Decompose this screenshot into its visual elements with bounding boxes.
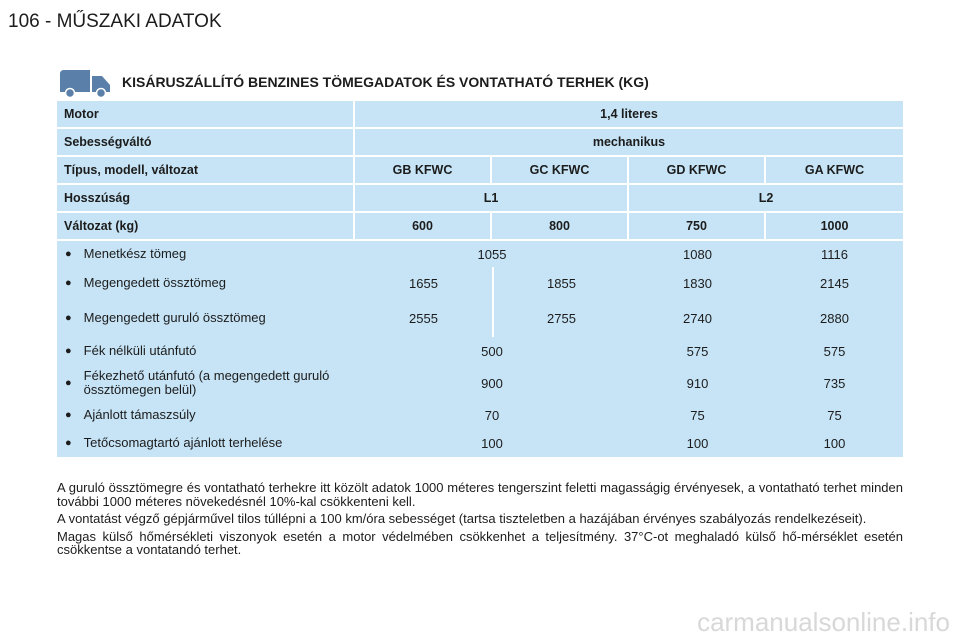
row-label: Hosszúság xyxy=(57,185,353,211)
value-cell: 2880 xyxy=(820,310,849,326)
notes: A guruló össztömegre és vontatható terhe… xyxy=(57,481,903,561)
watermark: carmanualsonline.info xyxy=(697,607,950,637)
bullet: ● xyxy=(65,437,72,449)
row-label: Sebességváltó xyxy=(57,129,353,155)
row-label: ● Megengedett össztömeg xyxy=(57,267,355,299)
header-cell: GA KFWC xyxy=(766,157,903,183)
header-cell: mechanikus xyxy=(355,129,903,155)
body-row: ● Megengedett össztömeg 1655 1855 1830 2145 xyxy=(57,267,903,299)
label-text: Fék nélküli utánfutó xyxy=(83,343,197,358)
value-cell: 1055 xyxy=(477,246,507,262)
header-cell: GC KFWC xyxy=(492,157,627,183)
value-cell: 910 xyxy=(686,375,709,391)
label-text: Fékezhető utánfutó (a megengedett guruló… xyxy=(83,368,330,397)
body-row: ● Fékezhető utánfutó (a megengedett gurul… xyxy=(57,365,903,401)
header-row: Típus, modell, változat GB KFWC GC KFWC GD … xyxy=(57,157,903,183)
row-label: ● Fékezhető utánfutó (a megengedett gurul… xyxy=(57,365,355,401)
table-body: ● Menetkész tömeg 1055 1080 1116 ● Megengedett… xyxy=(57,241,903,457)
label-text: Megengedett össztömeg xyxy=(83,275,227,290)
body-row: ● Fék nélküli utánfutó 500 575 575 xyxy=(57,337,903,365)
header-row: Változat (kg) 600 800 750 1000 xyxy=(57,213,903,239)
row-label: ● Megengedett guruló össztömeg xyxy=(57,299,355,337)
header-cell: 1000 xyxy=(766,213,903,239)
header-row: Hosszúság L1 L2 xyxy=(57,185,903,211)
value-cell: 900 xyxy=(481,375,503,391)
bullet: ● xyxy=(65,248,72,260)
label-text: Menetkész tömeg xyxy=(83,246,187,261)
value-cell: 500 xyxy=(481,343,503,359)
bullet: ● xyxy=(65,345,72,357)
body-row: ● Tetőcsomagtartó ajánlott terhelése 100 10… xyxy=(57,429,903,457)
value-cell: 75 xyxy=(827,407,842,423)
header-cell: 1,4 literes xyxy=(355,101,903,127)
row-label: ● Tetőcsomagtartó ajánlott terhelése xyxy=(57,429,355,457)
value-cell: 575 xyxy=(823,343,846,359)
van-icon xyxy=(60,70,110,98)
value-cell: 2740 xyxy=(683,310,712,326)
value-cell: 2145 xyxy=(820,275,849,291)
row-label: Típus, modell, változat xyxy=(57,157,353,183)
value-cell: 100 xyxy=(481,435,503,451)
label-text: Ajánlott támaszsúly xyxy=(83,407,196,422)
value-cell: 735 xyxy=(823,375,846,391)
header-cell: GB KFWC xyxy=(355,157,490,183)
value-cell: 1855 xyxy=(492,267,629,299)
bullet: ● xyxy=(65,377,72,389)
header-cell: 800 xyxy=(492,213,627,239)
header-cell: 750 xyxy=(629,213,764,239)
value-cell: 1080 xyxy=(683,246,712,262)
row-label: ● Ajánlott támaszsúly xyxy=(57,401,355,429)
value-cell: 2755 xyxy=(492,299,629,337)
value-cell: 1116 xyxy=(821,246,848,262)
value-cell: 1655 xyxy=(409,275,438,291)
value-cell: 100 xyxy=(686,435,709,451)
label-text: Megengedett guruló össztömeg xyxy=(83,310,266,325)
header-cell: L1 xyxy=(355,185,627,211)
note-paragraph: A vontatást végző gépjárművel tilos túll… xyxy=(57,511,867,526)
value-cell: 100 xyxy=(823,435,846,451)
label-text: Tetőcsomagtartó ajánlott terhelése xyxy=(83,435,283,450)
value-cell: 575 xyxy=(686,343,709,359)
header-cell: 600 xyxy=(355,213,490,239)
header-row: Motor 1,4 literes xyxy=(57,101,903,127)
row-label: ● Fék nélküli utánfutó xyxy=(57,337,355,365)
header-cell: L2 xyxy=(629,185,903,211)
row-label: ● Menetkész tömeg xyxy=(57,241,355,267)
bullet: ● xyxy=(65,409,72,421)
bullet: ● xyxy=(65,277,72,289)
note-paragraph: Magas külső hőmérsékleti viszonyok eseté… xyxy=(57,528,903,557)
body-row: ● Menetkész tömeg 1055 1080 1116 xyxy=(57,241,903,267)
body-row: ● Ajánlott támaszsúly 70 75 75 xyxy=(57,401,903,429)
value-cell: 2555 xyxy=(409,310,438,326)
note-paragraph: A guruló össztömegre és vontatható terhe… xyxy=(57,480,903,509)
body-row: ● Megengedett guruló össztömeg 2555 2755 274… xyxy=(57,299,903,337)
value-cell: 1830 xyxy=(683,275,712,291)
row-label: Változat (kg) xyxy=(57,213,353,239)
header-cell: GD KFWC xyxy=(629,157,764,183)
page-title: 106 - MŰSZAKI ADATOK xyxy=(8,11,222,32)
bullet: ● xyxy=(65,312,72,324)
table: Motor 1,4 literes Sebességváltó mechanikus T… xyxy=(57,101,903,457)
row-label: Motor xyxy=(57,101,353,127)
section-title: KISÁRUSZÁLLÍTÓ BENZINES TÖMEGADATOK ÉS V… xyxy=(122,74,649,90)
value-cell: 70 xyxy=(484,407,500,423)
header-row: Sebességváltó mechanikus xyxy=(57,129,903,155)
value-cell: 75 xyxy=(690,407,705,423)
